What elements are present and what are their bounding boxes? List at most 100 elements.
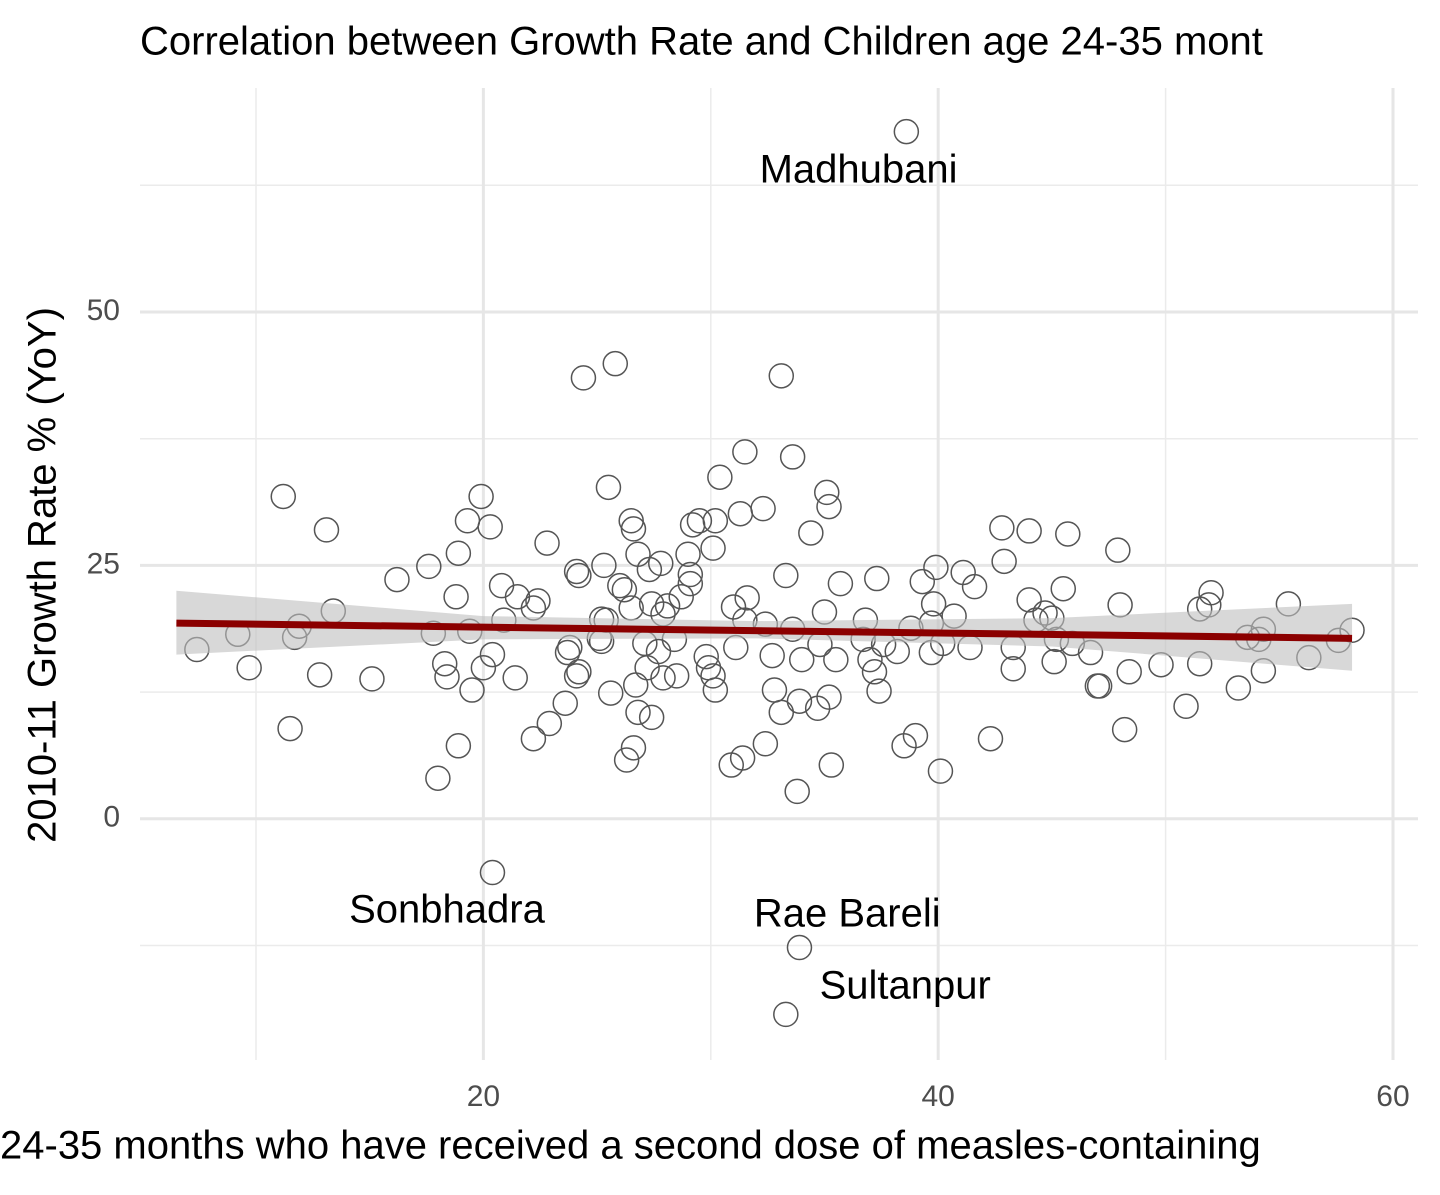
- point: [359, 666, 385, 692]
- point: [236, 655, 262, 681]
- point: [520, 725, 547, 752]
- point: [784, 778, 810, 805]
- annotation: Rae Bareli: [754, 892, 941, 936]
- point: [470, 655, 497, 681]
- point: [668, 584, 694, 610]
- point: [727, 500, 754, 527]
- point: [384, 566, 410, 593]
- point: [313, 517, 340, 543]
- point: [750, 495, 776, 522]
- annotation: Madhubani: [760, 148, 958, 192]
- point: [991, 548, 1017, 575]
- point: [677, 561, 704, 588]
- point: [270, 483, 297, 510]
- point: [818, 752, 845, 778]
- point: [857, 646, 883, 673]
- point: [700, 535, 726, 561]
- point: [700, 663, 726, 689]
- point: [502, 665, 528, 691]
- point: [554, 639, 581, 666]
- point: [884, 638, 910, 665]
- point: [786, 688, 813, 714]
- point: [1050, 575, 1077, 602]
- point: [702, 677, 729, 703]
- point: [607, 572, 633, 599]
- point: [434, 664, 460, 690]
- x-tick-label: 60: [1376, 1080, 1409, 1113]
- point: [1225, 675, 1252, 701]
- point: [827, 570, 854, 597]
- chart-title: Correlation between Growth Rate and Chil…: [140, 20, 1263, 64]
- point: [454, 508, 481, 534]
- point: [570, 365, 597, 391]
- point: [534, 530, 560, 556]
- point: [611, 576, 638, 603]
- point: [798, 520, 824, 546]
- point: [459, 677, 485, 703]
- point: [648, 550, 674, 577]
- point: [525, 588, 551, 614]
- point: [1084, 673, 1111, 699]
- point: [768, 363, 795, 389]
- point: [773, 1001, 799, 1028]
- point: [566, 562, 592, 589]
- point: [1107, 592, 1133, 618]
- point: [1116, 659, 1142, 685]
- point: [989, 515, 1015, 541]
- point: [277, 715, 303, 742]
- point: [425, 765, 451, 791]
- point: [977, 725, 1004, 752]
- point: [893, 118, 920, 145]
- point: [823, 646, 849, 673]
- point: [732, 439, 758, 465]
- point: [734, 585, 760, 611]
- x-tick-label: 20: [467, 1080, 500, 1113]
- point: [445, 540, 472, 566]
- point: [864, 565, 890, 592]
- x-tick-label: 40: [921, 1080, 954, 1113]
- point: [602, 350, 629, 377]
- point: [613, 747, 640, 773]
- trend-line: [176, 619, 1353, 642]
- point: [625, 541, 651, 567]
- point: [1016, 587, 1042, 613]
- y-tick-label: 25: [87, 547, 120, 580]
- annotation: Sonbhadra: [349, 888, 545, 932]
- point: [1111, 716, 1138, 743]
- point: [595, 474, 622, 501]
- point: [563, 663, 590, 689]
- point: [663, 663, 690, 689]
- point: [677, 570, 704, 597]
- y-axis-label: 2010-11 Growth Rate % (YoY): [21, 307, 65, 843]
- point: [520, 595, 547, 621]
- point: [618, 508, 644, 534]
- point: [468, 483, 494, 510]
- point: [961, 573, 988, 600]
- point: [591, 552, 617, 579]
- point: [861, 659, 888, 685]
- point: [923, 554, 949, 581]
- point: [620, 516, 647, 542]
- point: [788, 646, 815, 673]
- point: [625, 699, 651, 726]
- point: [729, 745, 756, 771]
- point: [759, 642, 785, 669]
- point: [443, 584, 469, 610]
- point: [761, 677, 788, 703]
- x-axis-label: 24-35 months who have received a second …: [0, 1124, 1261, 1168]
- annotation: Sultanpur: [820, 964, 991, 1008]
- point: [566, 659, 592, 685]
- point: [816, 684, 842, 710]
- point: [752, 731, 779, 757]
- point: [768, 699, 795, 726]
- point: [645, 638, 672, 665]
- point: [1148, 651, 1174, 678]
- point: [773, 562, 799, 589]
- point: [1198, 580, 1224, 606]
- point: [866, 678, 892, 704]
- point: [909, 568, 936, 595]
- point: [552, 690, 578, 716]
- point: [477, 514, 503, 540]
- y-tick-label: 0: [103, 801, 120, 834]
